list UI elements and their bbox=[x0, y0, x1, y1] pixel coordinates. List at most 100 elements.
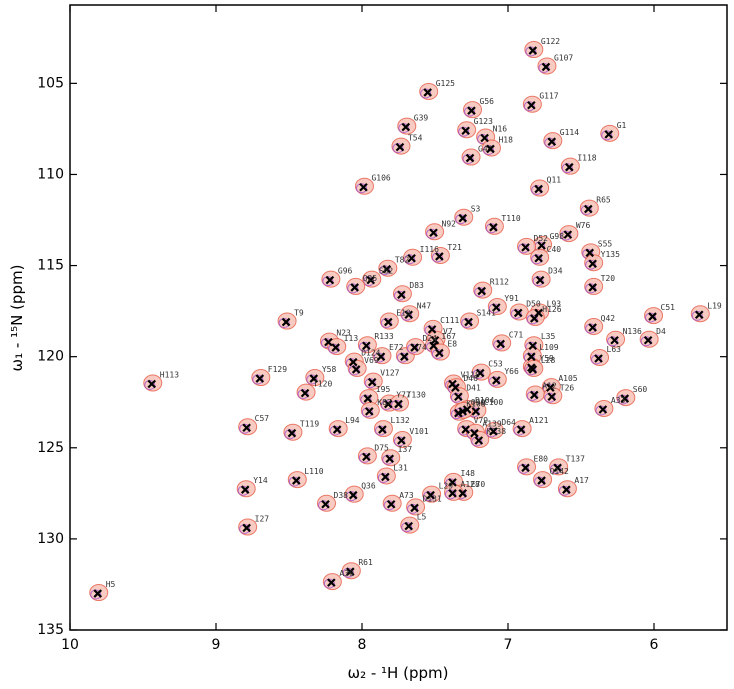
peak-marker bbox=[527, 352, 536, 361]
marker-stroke bbox=[643, 335, 653, 345]
peak-label: G114 bbox=[560, 128, 579, 137]
peak-label: K108 bbox=[466, 400, 485, 409]
peak-label: G117 bbox=[539, 92, 558, 101]
peak-label: T26 bbox=[560, 383, 575, 392]
peak-marker bbox=[465, 153, 475, 163]
peak-marker bbox=[486, 144, 495, 154]
peak-label: T21 bbox=[447, 243, 462, 252]
peak-marker bbox=[537, 241, 546, 250]
peak-marker bbox=[367, 377, 377, 387]
marker-stroke bbox=[351, 365, 361, 374]
peak-label: A105 bbox=[558, 374, 577, 383]
peak-label: Y59 bbox=[539, 354, 554, 363]
marker-stroke bbox=[382, 264, 392, 274]
marker-stroke bbox=[496, 339, 505, 349]
marker-stroke bbox=[93, 589, 103, 598]
peak-label: G125 bbox=[436, 79, 455, 88]
marker-stroke bbox=[467, 106, 476, 115]
peak-marker bbox=[240, 485, 250, 494]
peak-marker bbox=[489, 223, 498, 232]
peak-label: D41 bbox=[466, 383, 481, 392]
peak-marker bbox=[464, 317, 473, 327]
peak-marker bbox=[492, 376, 501, 385]
peak-marker bbox=[461, 425, 470, 434]
peak-label: V69 bbox=[364, 356, 379, 365]
marker-stroke bbox=[410, 343, 419, 352]
peak-label: R61 bbox=[358, 558, 373, 567]
marker-stroke bbox=[321, 499, 330, 509]
marker-stroke bbox=[451, 383, 460, 392]
marker-stroke bbox=[528, 341, 538, 351]
marker-stroke bbox=[397, 436, 406, 445]
peak-marker bbox=[547, 392, 557, 402]
peak-marker bbox=[397, 436, 406, 445]
marker-stroke bbox=[386, 499, 396, 509]
peak-marker bbox=[429, 228, 438, 238]
peak-marker bbox=[93, 589, 103, 598]
peak-marker bbox=[324, 337, 333, 347]
marker-stroke bbox=[350, 283, 359, 292]
peak-marker bbox=[400, 352, 409, 361]
peak-label: W76 bbox=[576, 221, 591, 230]
peak-marker bbox=[588, 323, 597, 332]
y-tick-label: 105 bbox=[37, 75, 64, 91]
peak-label: G1 bbox=[617, 121, 627, 130]
peak-label: L28 bbox=[541, 356, 556, 365]
marker-stroke bbox=[410, 503, 419, 513]
peak-marker bbox=[477, 286, 486, 296]
peak-marker bbox=[521, 243, 530, 252]
peak-marker bbox=[537, 476, 546, 485]
marker-stroke bbox=[620, 394, 630, 403]
peak-label: Q90 bbox=[471, 398, 486, 407]
peak-marker bbox=[563, 230, 573, 239]
peak-marker bbox=[535, 275, 545, 285]
marker-stroke bbox=[365, 407, 374, 416]
marker-stroke bbox=[309, 374, 319, 383]
peak-marker bbox=[489, 427, 498, 436]
peak-label: D104 bbox=[475, 396, 494, 405]
peak-label: A30 bbox=[339, 569, 354, 578]
peak-label: L93 bbox=[547, 299, 562, 308]
peak-marker bbox=[534, 184, 543, 194]
marker-stroke bbox=[346, 567, 355, 576]
marker-stroke bbox=[547, 137, 557, 146]
peak-label: A73 bbox=[399, 491, 414, 500]
peak-label: D131 bbox=[423, 494, 442, 503]
peak-label: C71 bbox=[509, 330, 524, 339]
marker-stroke bbox=[394, 399, 403, 409]
marker-stroke bbox=[563, 230, 573, 239]
peak-label: K87 bbox=[377, 398, 392, 407]
marker-stroke bbox=[384, 317, 393, 327]
marker-stroke bbox=[610, 335, 619, 345]
peak-label: I48 bbox=[461, 469, 476, 478]
peak-label: H113 bbox=[160, 371, 179, 380]
peak-label: H126 bbox=[542, 305, 561, 314]
peak-marker bbox=[471, 407, 481, 416]
marker-stroke bbox=[521, 243, 530, 252]
marker-stroke bbox=[530, 314, 539, 323]
peak-marker bbox=[410, 343, 419, 352]
peak-marker bbox=[598, 405, 608, 414]
marker-stroke bbox=[480, 133, 489, 143]
peak-label: T110 bbox=[501, 214, 520, 223]
peak-marker bbox=[562, 485, 571, 494]
marker-stroke bbox=[292, 476, 301, 485]
peak-label: N23 bbox=[336, 329, 351, 338]
peak-label: V7 bbox=[443, 327, 453, 336]
x-tick-label: 8 bbox=[358, 637, 367, 653]
peak-marker bbox=[584, 204, 593, 214]
x-tick-label: 9 bbox=[212, 637, 221, 653]
y-tick-label: 120 bbox=[37, 349, 64, 365]
peak-marker bbox=[292, 476, 301, 485]
peak-marker bbox=[435, 252, 444, 261]
marker-stroke bbox=[384, 399, 393, 409]
peak-marker bbox=[404, 310, 413, 320]
peak-marker bbox=[546, 383, 555, 392]
marker-stroke bbox=[585, 248, 595, 258]
marker-stroke bbox=[429, 228, 438, 238]
marker-stroke bbox=[530, 390, 539, 400]
marker-stroke bbox=[240, 485, 250, 494]
marker-stroke bbox=[535, 275, 545, 285]
marker-stroke bbox=[367, 377, 377, 387]
peak-marker bbox=[147, 379, 157, 389]
